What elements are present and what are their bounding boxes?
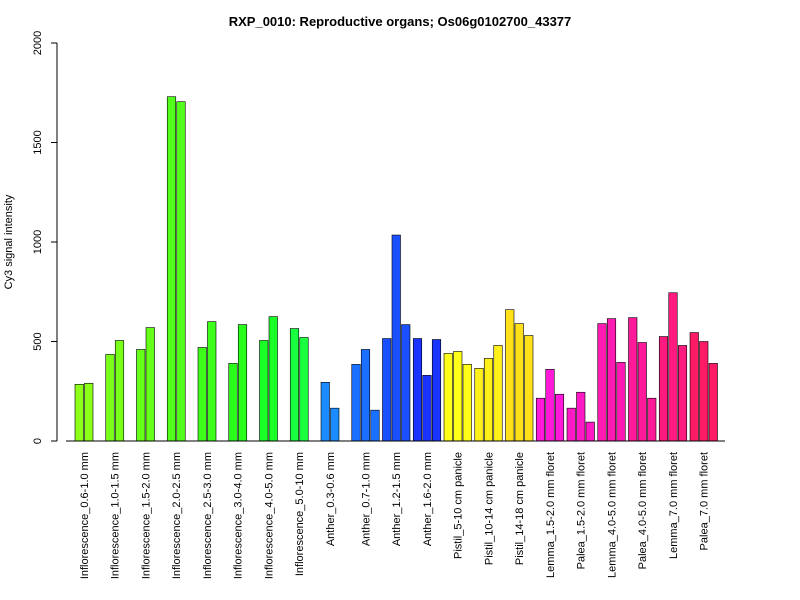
- bar: [268, 316, 278, 442]
- bar: [136, 349, 146, 442]
- bar: [576, 391, 586, 442]
- bar: [166, 96, 177, 442]
- bar: [197, 347, 207, 442]
- category-label: Inflorescence_5.0-10 mm: [294, 452, 306, 576]
- category-labels: Inflorescence_0.6-1.0 mm Inflorescence_1.…: [79, 452, 711, 579]
- bar: [677, 345, 688, 442]
- bar: [360, 349, 371, 442]
- bar: [462, 364, 472, 442]
- y-tick-label: 1500: [32, 130, 44, 154]
- bar: [628, 317, 638, 442]
- bar: [228, 363, 238, 442]
- bar: [391, 234, 401, 442]
- bars: [74, 96, 718, 442]
- y-axis-title: Cy3 signal intensity: [3, 194, 15, 289]
- y-tick-label: 0: [32, 438, 44, 444]
- bar: [84, 382, 94, 442]
- bar: [401, 324, 411, 442]
- category-label: Inflorescence_1.5-2.0 mm: [140, 452, 152, 579]
- category-label: Palea_1.5-2.0 mm floret: [576, 452, 588, 569]
- bar: [637, 342, 647, 442]
- category-label: Inflorescence_2.5-3.0 mm: [202, 452, 214, 579]
- bar: [554, 393, 565, 442]
- bar: [330, 407, 340, 442]
- category-label: Lemma_7.0 mm floret: [668, 452, 680, 559]
- category-label: Inflorescence_0.6-1.0 mm: [79, 452, 91, 579]
- bar: [105, 354, 115, 442]
- bar: [606, 318, 617, 442]
- bar: [453, 351, 463, 442]
- bar: [483, 358, 494, 442]
- bar: [585, 421, 595, 442]
- bar: [207, 321, 217, 442]
- category-label: Lemma_1.5-2.0 mm floret: [545, 452, 557, 578]
- bar: [474, 368, 484, 442]
- category-label: Anther_1.6-2.0 mm: [422, 452, 434, 546]
- bar: [647, 397, 657, 442]
- category-label: Inflorescence_1.0-1.5 mm: [110, 452, 122, 579]
- category-label: Pistil_5-10 cm panicle: [453, 452, 465, 559]
- category-label: Palea_4.0-5.0 mm floret: [637, 452, 649, 569]
- bar: [699, 341, 709, 442]
- bar: [535, 397, 546, 442]
- y-tick-label: 500: [32, 332, 44, 350]
- y-tick-label: 2000: [32, 31, 44, 55]
- bar: [597, 323, 607, 442]
- category-label: Pistil_14-18 cm panicle: [514, 452, 526, 565]
- category-label: Anther_1.2-1.5 mm: [391, 452, 403, 546]
- category-label: Inflorescence_3.0-4.0 mm: [233, 452, 245, 579]
- bar: [351, 364, 361, 442]
- bar: [382, 338, 392, 442]
- bar: [289, 328, 300, 442]
- bar: [370, 409, 380, 442]
- bar: [422, 375, 432, 442]
- bar: [708, 363, 718, 442]
- bar: [299, 337, 309, 442]
- category-label: Anther_0.7-1.0 mm: [360, 452, 372, 546]
- category-label: Inflorescence_2.0-2.5 mm: [171, 452, 183, 579]
- bar: [514, 323, 524, 442]
- bar: [689, 332, 699, 442]
- bar: [145, 327, 155, 442]
- bar: [176, 101, 186, 442]
- category-label: Inflorescence_4.0-5.0 mm: [263, 452, 275, 579]
- bar: [505, 309, 515, 442]
- category-label: Palea_7.0 mm floret: [699, 452, 711, 550]
- bar: [668, 292, 678, 442]
- bar: [493, 345, 503, 442]
- bar: [412, 338, 423, 442]
- bar: [658, 336, 669, 442]
- bar: [431, 339, 442, 442]
- category-label: Lemma_4.0-5.0 mm floret: [606, 452, 618, 578]
- bar: [566, 407, 576, 442]
- bar: [259, 340, 269, 442]
- y-axis: 0 500 1000 1500 2000: [32, 31, 58, 444]
- chart-title: RXP_0010: Reproductive organs; Os06g0102…: [229, 14, 572, 29]
- bar: [237, 324, 248, 442]
- bar: [443, 353, 453, 442]
- bar: [320, 381, 330, 442]
- y-tick-label: 1000: [32, 230, 44, 254]
- bar: [524, 335, 534, 442]
- bar: [616, 362, 626, 442]
- bar: [545, 369, 555, 442]
- category-label: Anther_0.3-0.6 mm: [325, 452, 337, 546]
- bar: [74, 383, 84, 442]
- bar: [114, 340, 125, 442]
- category-label: Pistil_10-14 cm panicle: [483, 452, 495, 565]
